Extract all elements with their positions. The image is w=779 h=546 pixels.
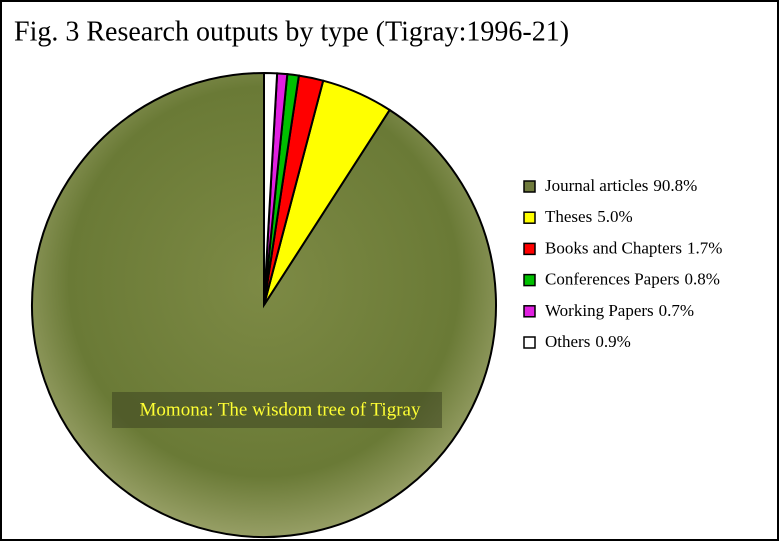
legend-name: Theses: [545, 207, 592, 226]
legend-swatch: [523, 336, 536, 349]
legend-value: 0.8%: [685, 270, 720, 289]
pie-slice: [263, 71, 279, 306]
legend-label: Journal articles 90.8%: [545, 176, 697, 195]
annotation-band: [112, 392, 442, 428]
legend-name: Conferences Papers: [545, 270, 680, 289]
legend-label: Conferences Papers 0.8%: [545, 270, 720, 289]
legend-value: 0.9%: [595, 332, 630, 351]
legend-name: Journal articles: [545, 176, 648, 195]
chart-title: Fig. 3 Research outputs by type (Tigray:…: [14, 16, 569, 47]
legend-value: 1.7%: [687, 238, 722, 257]
legend: Journal articles 90.8% Theses 5.0% Books and…: [523, 176, 722, 351]
legend-label: Theses 5.0%: [545, 207, 633, 226]
legend-name: Others: [545, 332, 590, 351]
legend-label: Others 0.9%: [545, 332, 631, 351]
legend-swatch: [523, 305, 536, 318]
legend-name: Books and Chapters: [545, 238, 682, 257]
legend-value: 0.7%: [659, 301, 694, 320]
pie: [31, 71, 497, 538]
legend-value: 90.8%: [653, 176, 697, 195]
legend-name: Working Papers: [545, 301, 654, 320]
legend-swatch: [523, 242, 536, 256]
legend-swatch: [523, 273, 536, 287]
legend-label: Working Papers 0.7%: [545, 301, 694, 320]
legend-label: Books and Chapters 1.7%: [545, 238, 722, 257]
annotation: Momona: The wisdom tree of Tigray: [140, 399, 421, 420]
legend-value: 5.0%: [597, 207, 632, 226]
legend-swatch: [523, 211, 536, 224]
legend-swatch: [523, 180, 536, 193]
